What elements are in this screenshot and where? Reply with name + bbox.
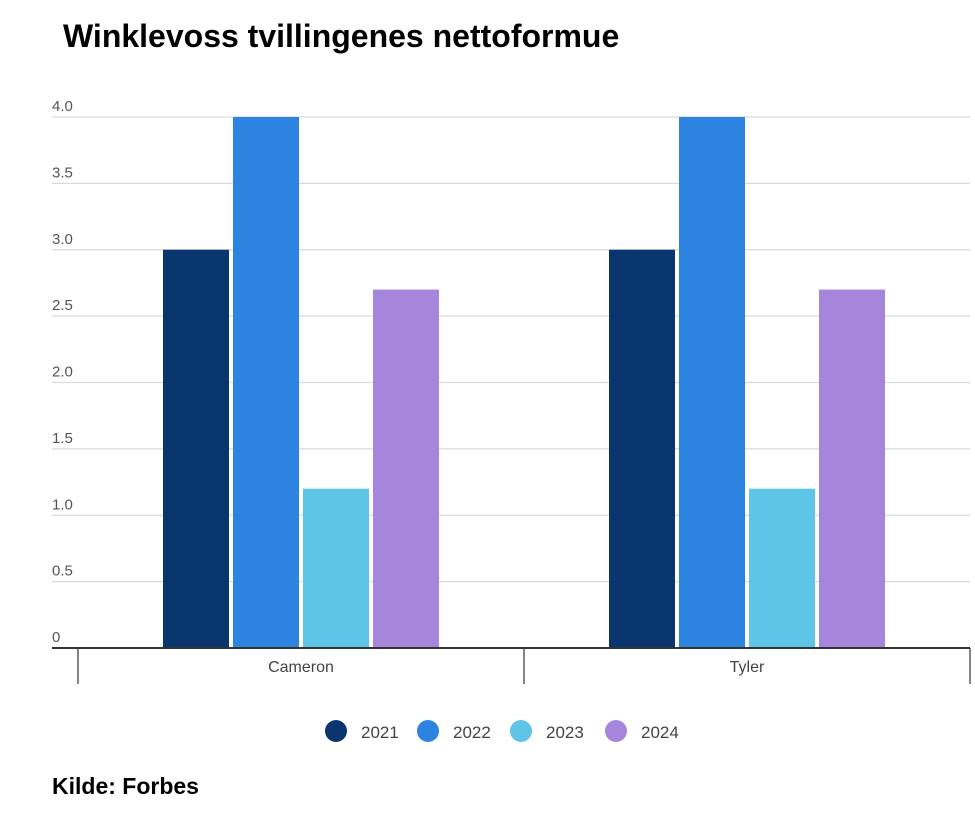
y-tick-label: 4.0 (52, 98, 73, 115)
bar-cameron-2024 (373, 289, 439, 648)
y-axis-ticks: 0 0.5 1.0 1.5 2.0 2.5 3.0 3.5 4.0 (52, 98, 73, 646)
legend: 2021 2022 2023 2024 (325, 720, 679, 742)
chart-title: Winklevoss tvillingenes nettoformue (63, 18, 620, 54)
legend-label-2024: 2024 (641, 723, 679, 742)
bar-cameron-2023 (303, 488, 369, 648)
legend-label-2023: 2023 (546, 723, 584, 742)
bar-tyler-2024 (819, 289, 885, 648)
y-tick-label: 1.5 (52, 430, 73, 447)
bar-chart: 0 0.5 1.0 1.5 2.0 2.5 3.0 3.5 4.0 Cameron Tyler 2… (52, 98, 971, 742)
legend-swatch-2022 (417, 720, 439, 742)
legend-label-2021: 2021 (361, 723, 399, 742)
x-category-label: Cameron (268, 659, 334, 676)
x-axis: Cameron Tyler (52, 647, 971, 684)
legend-swatch-2023 (510, 720, 532, 742)
y-tick-label: 2.0 (52, 364, 73, 381)
bars (163, 117, 885, 648)
source-note: Kilde: Forbes (52, 773, 199, 799)
legend-swatch-2021 (325, 720, 347, 742)
y-tick-label: 0.5 (52, 563, 73, 580)
y-tick-label: 0 (52, 629, 60, 646)
y-tick-label: 2.5 (52, 297, 73, 314)
bar-tyler-2021 (609, 249, 675, 648)
bar-tyler-2023 (749, 488, 815, 648)
y-tick-label: 1.0 (52, 496, 73, 513)
bar-tyler-2022 (679, 117, 745, 648)
legend-label-2022: 2022 (453, 723, 491, 742)
legend-swatch-2024 (605, 720, 627, 742)
bar-cameron-2022 (233, 117, 299, 648)
y-tick-label: 3.5 (52, 164, 73, 181)
bar-cameron-2021 (163, 249, 229, 648)
x-category-label: Tyler (730, 659, 765, 676)
y-tick-label: 3.0 (52, 231, 73, 248)
